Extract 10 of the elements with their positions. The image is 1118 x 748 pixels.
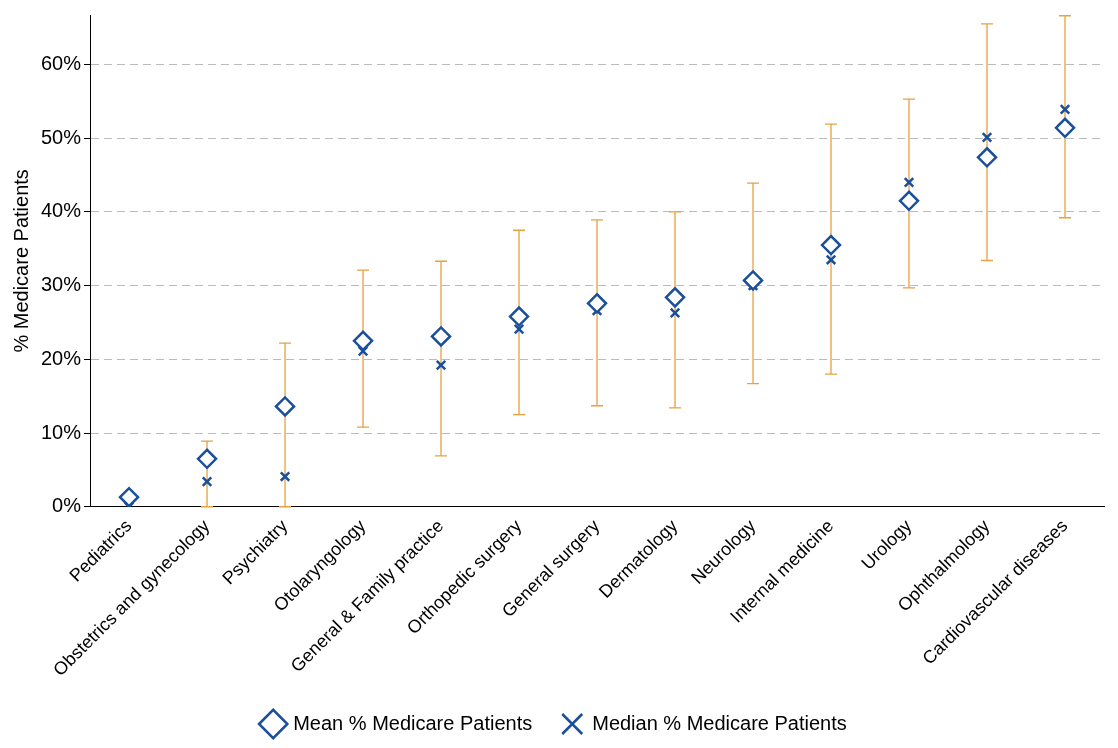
y-tick-label: 20% [41, 346, 82, 369]
y-tick-label: 50% [41, 125, 82, 148]
legend-label: Median % Medicare Patients [592, 711, 847, 734]
y-tick-label: 10% [41, 420, 82, 443]
y-axis-title: % Medicare Patients [9, 169, 32, 353]
y-tick-label: 30% [41, 273, 82, 296]
y-tick-label: 0% [52, 494, 82, 517]
legend-label: Mean % Medicare Patients [293, 711, 533, 734]
y-tick-label: 40% [41, 199, 82, 222]
y-tick-label: 60% [41, 51, 82, 74]
